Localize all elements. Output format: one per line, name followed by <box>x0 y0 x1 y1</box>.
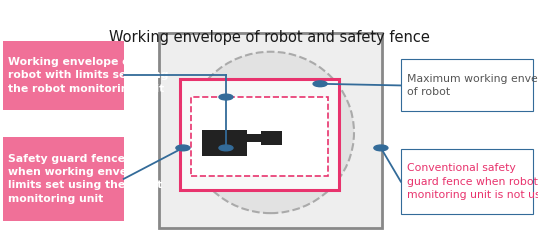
Text: Maximum working envelope
of robot: Maximum working envelope of robot <box>407 74 538 97</box>
Bar <box>202 130 247 156</box>
Bar <box>3 137 124 221</box>
Bar <box>191 97 328 175</box>
Bar <box>401 149 533 214</box>
Bar <box>215 134 269 142</box>
Text: Working envelope of robot and safety fence: Working envelope of robot and safety fen… <box>109 30 429 45</box>
Ellipse shape <box>187 52 354 213</box>
Circle shape <box>313 81 327 87</box>
Circle shape <box>374 145 388 151</box>
Bar <box>159 33 382 227</box>
Bar <box>401 60 533 112</box>
Bar <box>261 131 282 145</box>
Text: Working envelope of
robot with limits set using
the robot monitoring unit: Working envelope of robot with limits se… <box>8 57 168 94</box>
Bar <box>180 79 339 190</box>
Circle shape <box>176 145 190 151</box>
Circle shape <box>219 94 233 100</box>
Bar <box>3 41 124 110</box>
Circle shape <box>219 145 233 151</box>
Text: Safety guard fence
when working envelope
limits set using the robot
monitoring u: Safety guard fence when working envelope… <box>8 154 162 204</box>
Text: Conventional safety
guard fence when robot
monitoring unit is not used: Conventional safety guard fence when rob… <box>407 164 538 200</box>
